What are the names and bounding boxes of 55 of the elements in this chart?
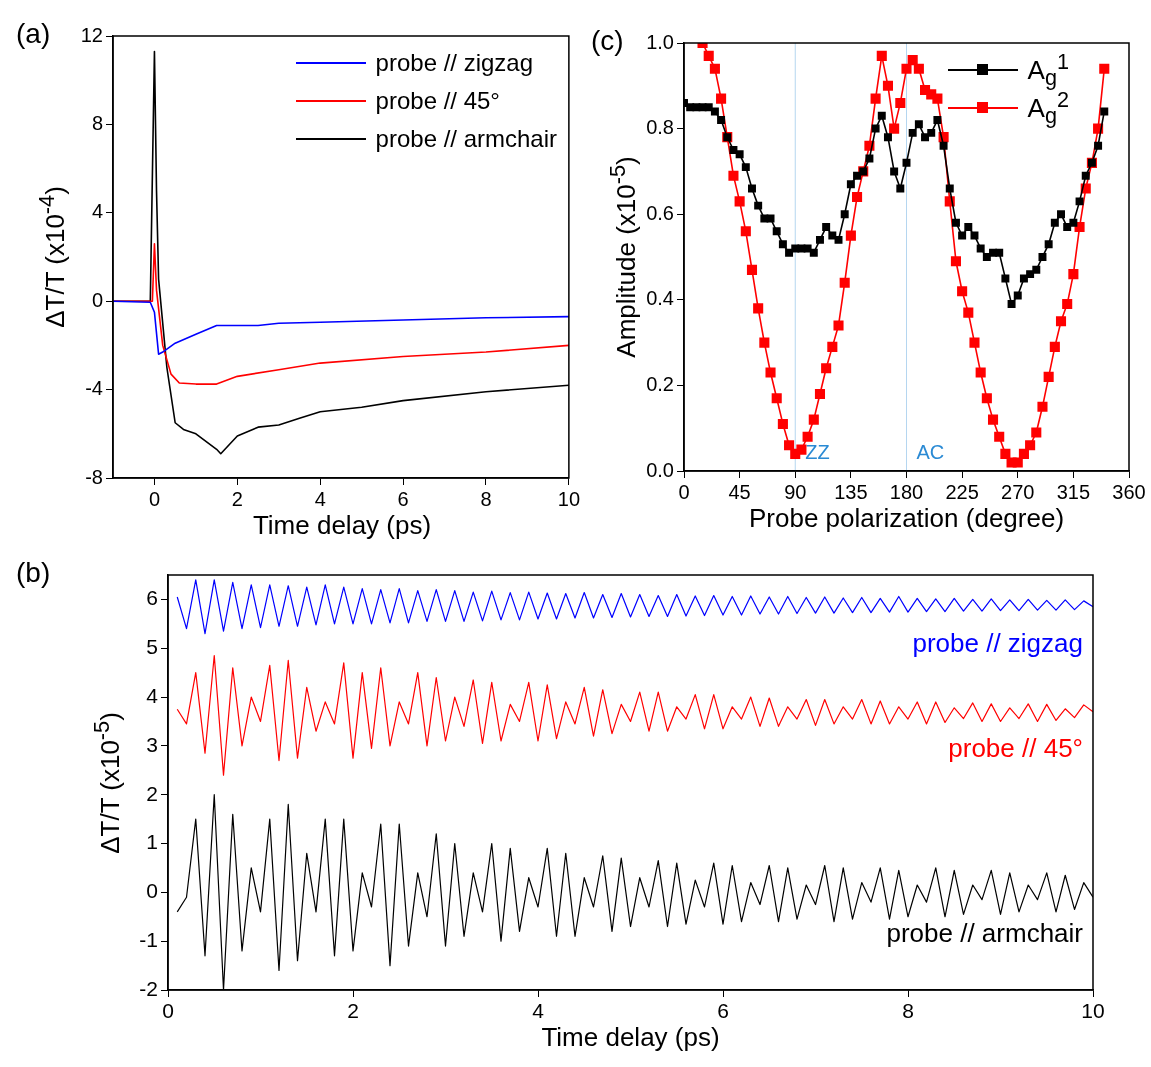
y-tick-label: 0.0: [646, 458, 674, 481]
x-tick-label: 0: [162, 999, 174, 1023]
x-tick-label: 6: [397, 487, 409, 510]
x-tick-label: 45: [728, 480, 751, 503]
ref-line-label: ZZ: [805, 440, 830, 463]
y-tick-label: -2: [139, 976, 158, 1000]
x-axis-title: Probe polarization (degree): [748, 503, 1065, 533]
x-tick-label: 135: [834, 480, 868, 503]
x-axis-title: Time delay (ps): [541, 1022, 720, 1052]
y-tick-label: 0.2: [646, 372, 674, 395]
x-tick-label: 315: [1056, 480, 1091, 503]
y-tick-label: 2: [146, 781, 158, 805]
y-tick-label: 1: [146, 830, 158, 854]
x-tick-label: 10: [1081, 999, 1105, 1023]
y-tick-label: 1.0: [646, 30, 674, 53]
chart-title: (a): [16, 18, 51, 50]
x-axis-title: Time delay (ps): [252, 510, 432, 540]
y-tick-label: 0.6: [646, 201, 674, 224]
x-tick-label: 0: [678, 480, 690, 503]
y-tick-label: 4: [91, 200, 103, 223]
series-label: probe // zigzag: [912, 627, 1083, 658]
legend-label: probe // 45°: [375, 87, 500, 115]
y-tick-label: 12: [80, 23, 103, 46]
x-tick-label: 10: [557, 487, 580, 510]
y-tick-label: -1: [139, 927, 158, 951]
y-tick-label: 4: [146, 683, 159, 707]
chart-title: (c): [591, 25, 624, 57]
legend-label: probe // armchair: [375, 125, 557, 153]
x-tick-label: 2: [347, 999, 359, 1023]
y-tick-label: 6: [146, 586, 158, 610]
x-tick-label: 90: [784, 480, 807, 503]
y-tick-label: 3: [146, 732, 158, 756]
x-tick-label: 270: [1001, 480, 1035, 503]
series-label: probe // armchair: [886, 918, 1084, 949]
y-tick-label: -4: [85, 377, 103, 400]
y-tick-label: -8: [85, 465, 103, 488]
y-tick-label: 0: [91, 288, 103, 311]
series-label: probe // 45°: [948, 732, 1083, 763]
y-tick-label: 8: [91, 111, 103, 134]
x-tick-label: 225: [945, 480, 979, 503]
y-tick-label: 0.8: [646, 116, 674, 139]
chart-title: (b): [16, 557, 51, 589]
y-tick-label: 0.4: [646, 287, 674, 310]
legend-label: probe // zigzag: [375, 49, 534, 77]
x-tick-label: 8: [902, 999, 914, 1023]
ref-line-label: AC: [916, 440, 945, 463]
x-tick-label: 4: [532, 999, 545, 1023]
x-tick-label: 8: [480, 487, 492, 510]
x-tick-label: 2: [231, 487, 243, 510]
y-tick-label: 0: [146, 879, 158, 903]
x-tick-label: 6: [717, 999, 729, 1023]
x-tick-label: 180: [889, 480, 924, 503]
x-tick-label: 4: [314, 487, 326, 510]
y-tick-label: 5: [146, 635, 158, 659]
x-tick-label: 360: [1112, 480, 1146, 503]
